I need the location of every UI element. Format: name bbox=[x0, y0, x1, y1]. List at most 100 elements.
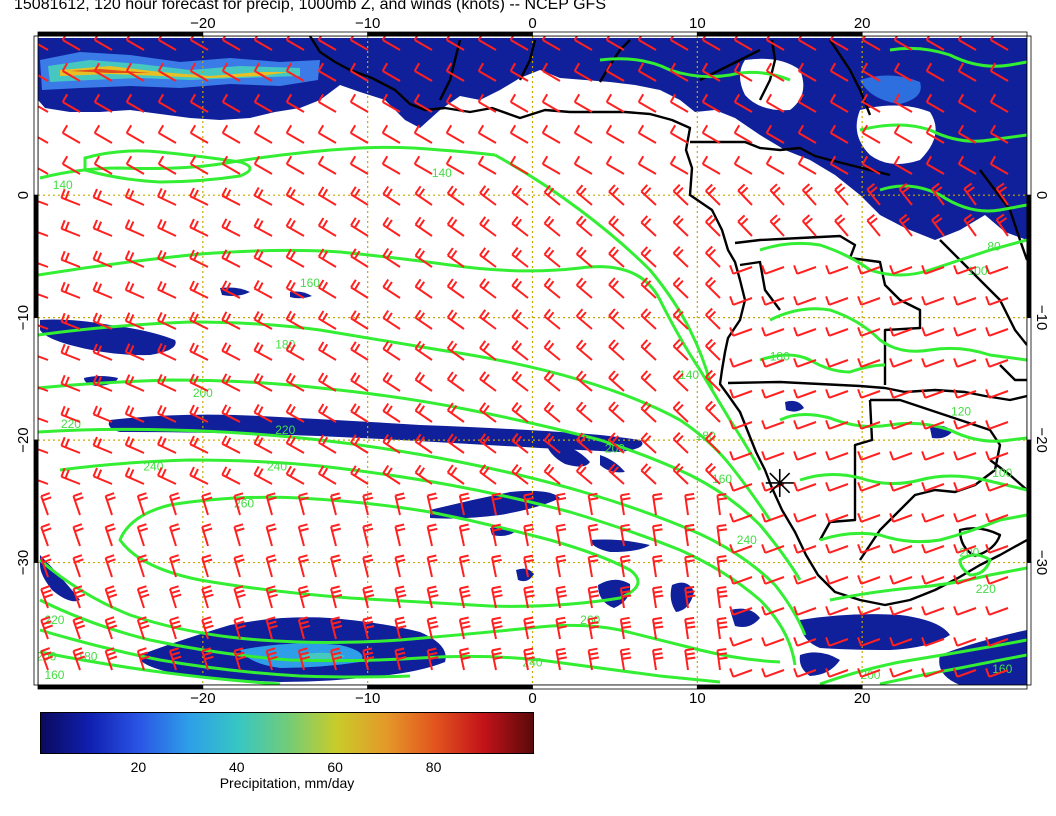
contour-line bbox=[779, 413, 1027, 443]
wind-barb bbox=[857, 668, 881, 678]
wind-barb bbox=[825, 389, 849, 399]
wind-barb bbox=[445, 93, 465, 113]
wind-barb bbox=[541, 93, 561, 113]
wind-barb bbox=[446, 247, 465, 268]
wind-barb bbox=[953, 420, 977, 430]
wind-barb bbox=[92, 281, 113, 299]
wind-barb bbox=[60, 250, 81, 268]
wind-barb bbox=[608, 463, 625, 485]
wind-barb bbox=[157, 124, 177, 144]
wind-barb bbox=[575, 463, 593, 485]
wind-barb bbox=[124, 436, 145, 454]
station-asterisk-stroke bbox=[769, 472, 791, 494]
wind-barb bbox=[317, 93, 337, 113]
wind-barb bbox=[733, 155, 753, 175]
colorbar-tick-label: 40 bbox=[229, 759, 245, 775]
wind-barb bbox=[414, 464, 433, 485]
wind-barb bbox=[793, 544, 817, 554]
wind-barb bbox=[861, 155, 881, 175]
wind-barb bbox=[38, 231, 49, 237]
contour-label: 180 bbox=[770, 350, 790, 364]
wind-barb bbox=[995, 213, 1009, 237]
wind-barb bbox=[555, 585, 567, 609]
wind-barb bbox=[362, 523, 374, 547]
wind-barb bbox=[793, 513, 817, 523]
wind-barb bbox=[761, 513, 785, 523]
wind-barb bbox=[684, 492, 695, 516]
wind-barb bbox=[825, 451, 849, 461]
wind-barb bbox=[169, 492, 181, 516]
wind-barb bbox=[705, 276, 721, 299]
country-border bbox=[939, 239, 1027, 346]
wind-barb bbox=[124, 343, 145, 361]
wind-barb bbox=[189, 93, 209, 113]
wind-barb bbox=[953, 482, 977, 492]
wind-barb bbox=[729, 637, 753, 647]
wind-barb bbox=[446, 278, 465, 299]
wind-barb bbox=[861, 62, 881, 82]
wind-barb bbox=[637, 155, 657, 175]
wind-barb bbox=[716, 524, 728, 547]
wind-barb bbox=[511, 401, 529, 423]
wind-barb bbox=[652, 554, 663, 578]
wind-barb bbox=[893, 155, 913, 175]
wind-barb bbox=[669, 124, 689, 144]
wind-barb bbox=[985, 544, 1009, 554]
wind-barb bbox=[253, 124, 273, 144]
wind-barb bbox=[575, 277, 593, 299]
wind-barb bbox=[957, 155, 977, 175]
lat-tick-label-right: −30 bbox=[1033, 550, 1050, 575]
wind-barb bbox=[330, 554, 342, 578]
wind-barb bbox=[985, 513, 1009, 523]
wind-barb bbox=[829, 93, 849, 113]
wind-barb bbox=[394, 492, 406, 516]
country-border bbox=[999, 364, 1027, 382]
wind-barb bbox=[157, 155, 177, 175]
wind-barb bbox=[701, 62, 721, 82]
wind-barb bbox=[349, 124, 369, 144]
contour-label: 220 bbox=[976, 582, 996, 596]
contour-line bbox=[39, 628, 411, 679]
wind-barb bbox=[857, 389, 881, 399]
wind-barb bbox=[931, 182, 945, 206]
wind-barb bbox=[543, 339, 561, 361]
wind-barb bbox=[889, 327, 913, 337]
wind-barb bbox=[889, 420, 913, 430]
wind-barb bbox=[253, 435, 273, 454]
wind-barb bbox=[317, 124, 337, 144]
contour-line bbox=[879, 653, 1027, 685]
wind-barb bbox=[825, 296, 849, 306]
wind-barb bbox=[60, 281, 81, 299]
frame-segment bbox=[33, 439, 39, 563]
wind-barb bbox=[38, 417, 49, 423]
wind-barb bbox=[253, 280, 273, 299]
wind-barb bbox=[350, 217, 369, 237]
wind-barb bbox=[963, 213, 977, 237]
wind-barb bbox=[445, 62, 465, 82]
wind-barb bbox=[857, 451, 881, 461]
wind-barb bbox=[953, 668, 977, 678]
wind-barb bbox=[953, 265, 977, 275]
wind-barb bbox=[265, 647, 278, 671]
country-border bbox=[518, 39, 537, 81]
wind-barb bbox=[619, 585, 632, 609]
contour-line bbox=[879, 184, 1027, 213]
contour-line bbox=[799, 473, 1027, 492]
wind-barb bbox=[125, 124, 145, 144]
wind-barb bbox=[541, 124, 561, 144]
wind-barb bbox=[317, 465, 337, 485]
wind-barb bbox=[619, 647, 632, 671]
wind-barb bbox=[491, 585, 503, 609]
wind-barb bbox=[38, 324, 49, 330]
wind-barb bbox=[825, 513, 849, 523]
lat-tick-label-left: 0 bbox=[15, 191, 32, 199]
wind-barb bbox=[169, 647, 182, 671]
wind-barb bbox=[125, 93, 145, 113]
wind-barb bbox=[801, 183, 817, 206]
wind-barb bbox=[104, 616, 118, 640]
contour-label: 240 bbox=[737, 533, 757, 547]
africa-coastline bbox=[308, 36, 1027, 607]
wind-barb bbox=[953, 451, 977, 461]
wind-barb bbox=[825, 637, 849, 647]
wind-barb bbox=[72, 647, 86, 671]
